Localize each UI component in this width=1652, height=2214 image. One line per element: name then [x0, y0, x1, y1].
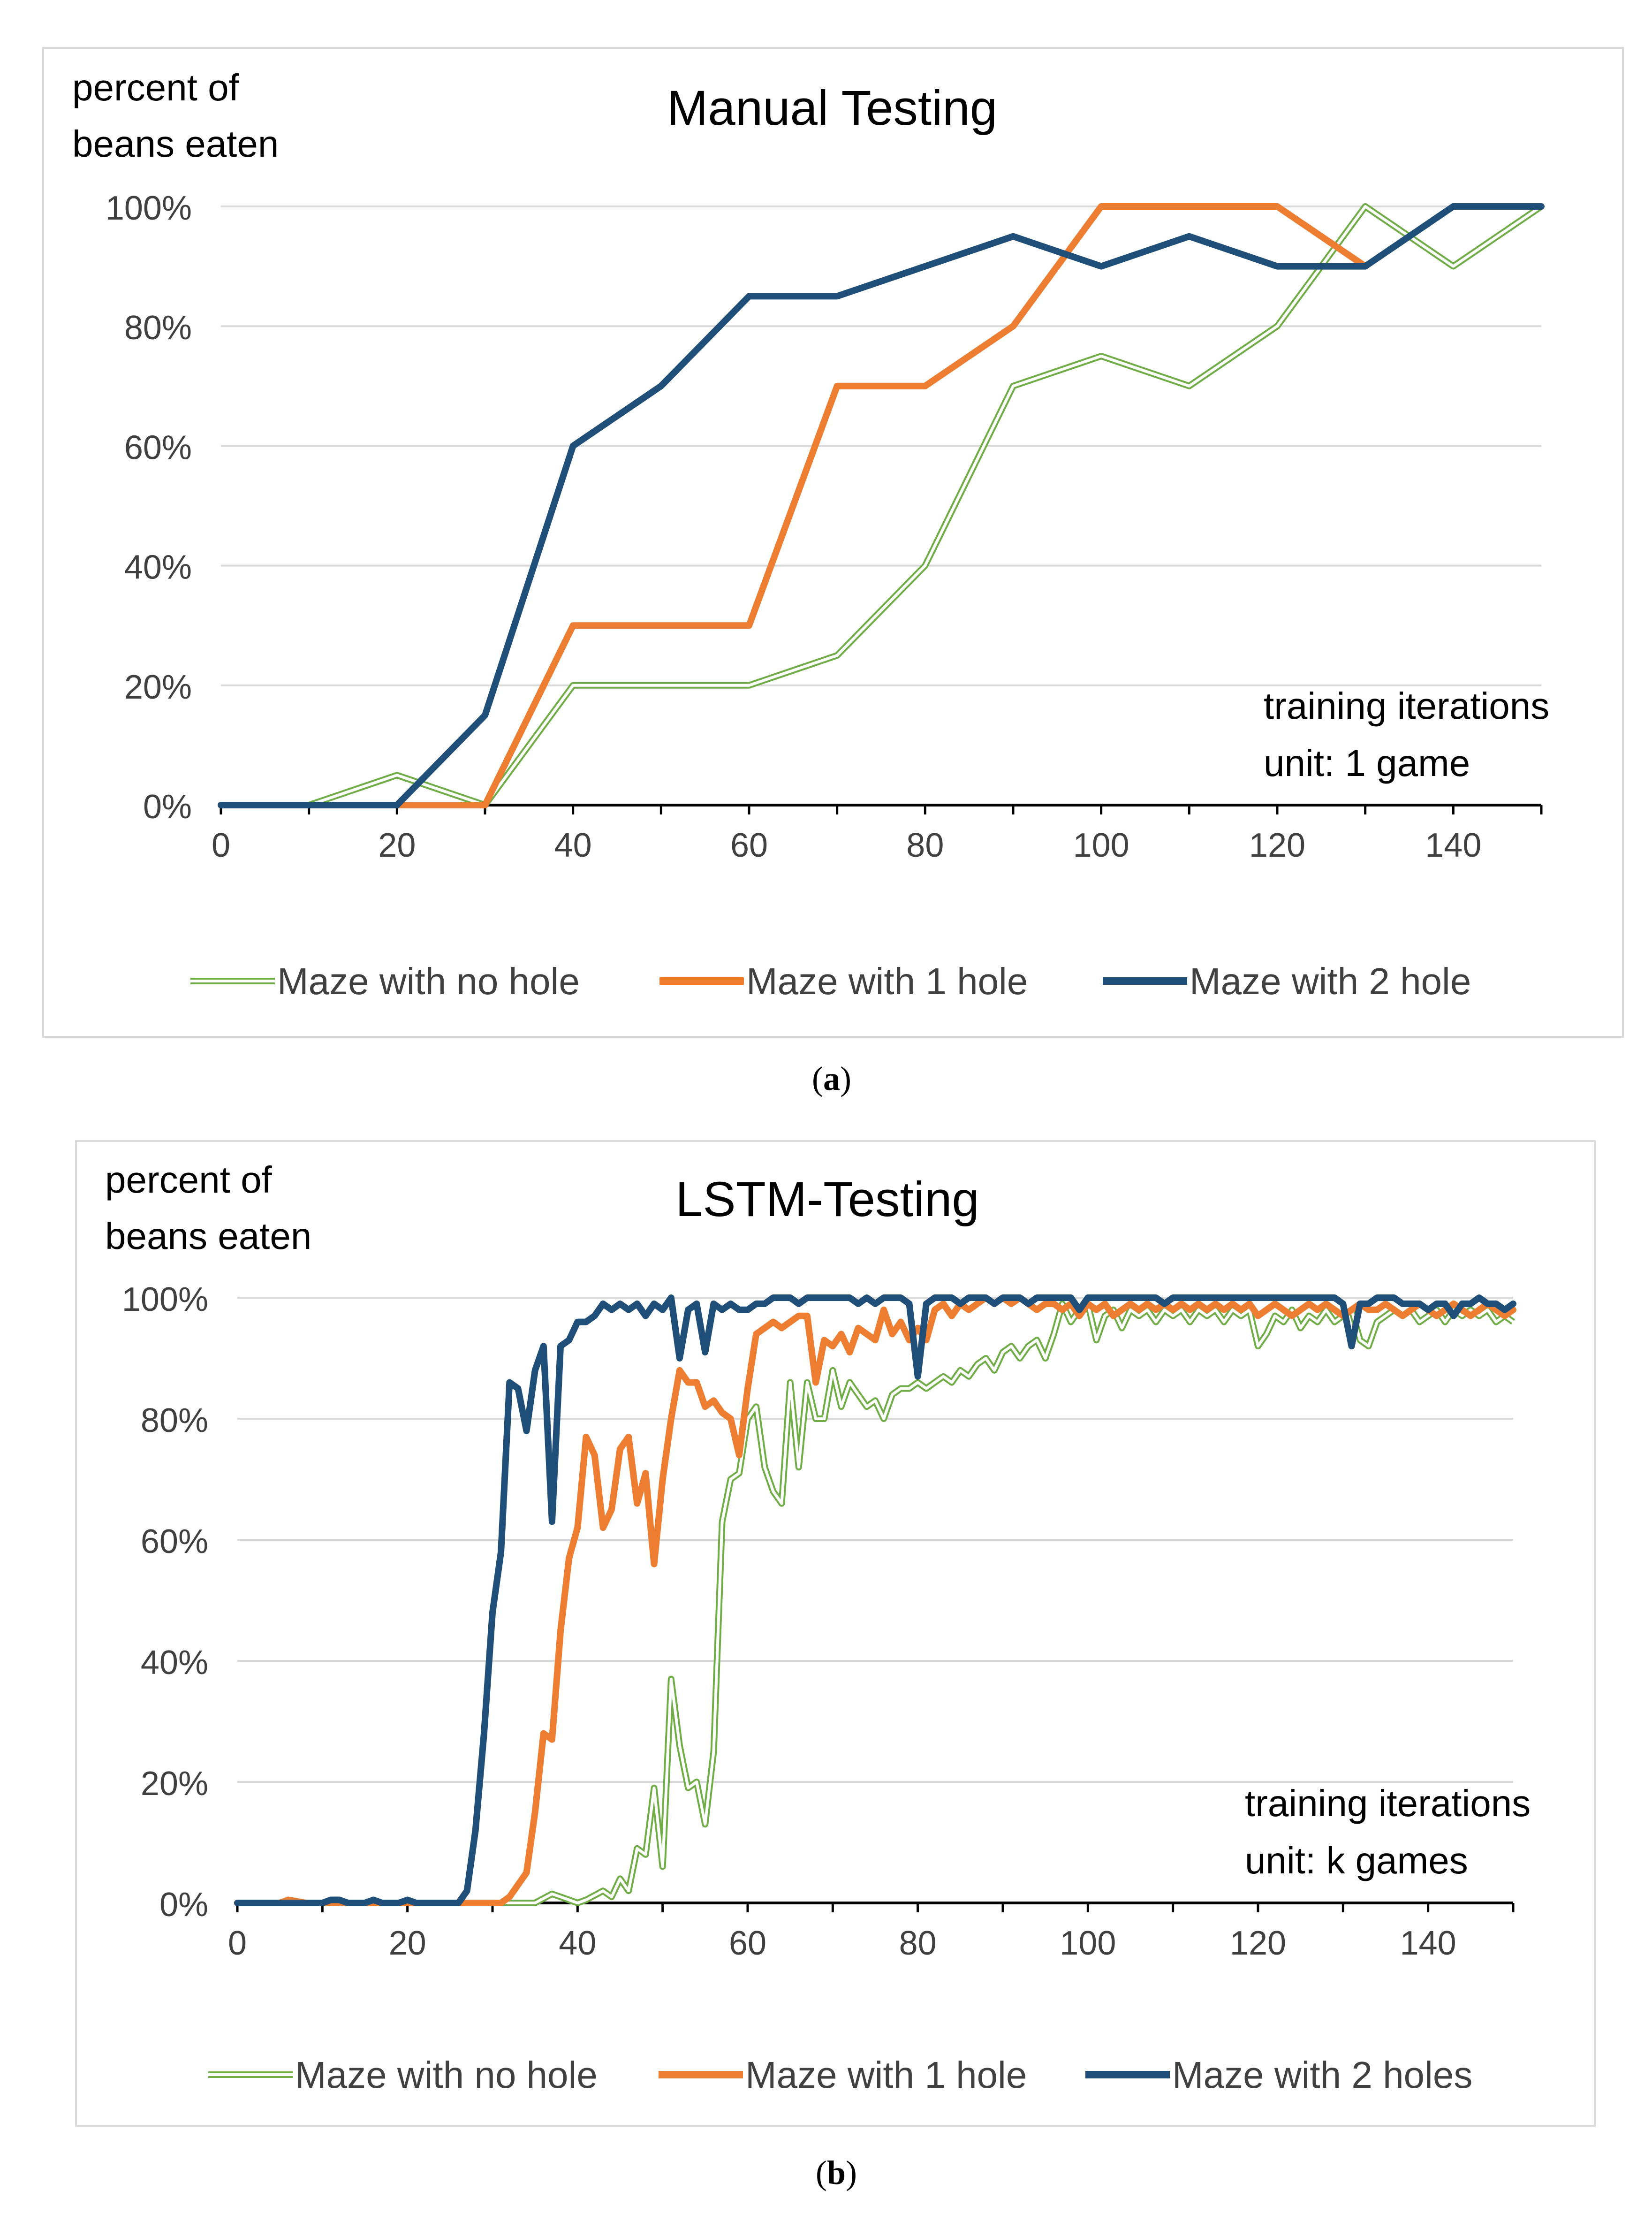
y-tick-label: 20% — [124, 669, 192, 706]
series-two-holes — [234, 1294, 1516, 1906]
x-tick-label: 100 — [1060, 1925, 1116, 1962]
x-tick-label: 80 — [899, 1925, 937, 1962]
y-axis-label: beans eaten — [72, 123, 279, 165]
chart-panel-manual-testing: Manual Testing percent of beans eaten 0% 20%… — [42, 47, 1624, 1038]
chart-lstm-testing: LSTM-Testing percent of beans eaten 0% 20% 40… — [105, 1159, 1531, 2096]
x-tick-label: 40 — [559, 1925, 596, 1962]
series-one-hole — [218, 203, 1369, 808]
y-tick-label: 20% — [141, 1765, 208, 1803]
x-axis-label: unit: 1 game — [1264, 742, 1470, 784]
series-line — [218, 203, 1369, 808]
x-axis-label: training iterations — [1264, 685, 1549, 727]
y-tick-label: 40% — [124, 549, 192, 586]
x-axis-label: training iterations — [1245, 1782, 1531, 1824]
series-line — [234, 1294, 1516, 1906]
x-tick-label: 140 — [1425, 827, 1481, 864]
x-tick-label: 80 — [906, 827, 944, 864]
y-axis-label: percent of — [105, 1159, 273, 1201]
x-tick-label: 140 — [1400, 1925, 1456, 1962]
x-tick-label: 0 — [228, 1925, 247, 1962]
y-tick-label: 0% — [143, 788, 192, 826]
x-tick-label: 60 — [730, 827, 768, 864]
chart-panel-lstm-testing: LSTM-Testing percent of beans eaten 0% 20% 40… — [75, 1140, 1596, 2127]
x-tick-label: 60 — [729, 1925, 766, 1962]
y-tick-label: 0% — [159, 1886, 208, 1924]
legend-label: Maze with 1 hole — [745, 2054, 1027, 2096]
legend-label: Maze with 1 hole — [746, 960, 1028, 1002]
x-tick-label: 120 — [1230, 1925, 1286, 1962]
y-tick-label: 80% — [124, 309, 192, 347]
y-tick-label: 100% — [106, 190, 192, 227]
x-tick-label: 0 — [212, 827, 230, 864]
legend-label: Maze with 2 hole — [1190, 960, 1471, 1002]
chart-title: Manual Testing — [667, 81, 997, 136]
x-tick-label: 20 — [378, 827, 416, 864]
legend-label: Maze with no hole — [277, 960, 580, 1002]
y-axis-label: percent of — [72, 67, 240, 108]
caption-b: (b) — [815, 2154, 857, 2191]
x-tick-label: 100 — [1073, 827, 1129, 864]
legend-label: Maze with 2 holes — [1172, 2054, 1472, 2096]
chart-manual-testing: Manual Testing percent of beans eaten 0% 20%… — [72, 67, 1549, 1002]
y-axis-label: beans eaten — [105, 1215, 311, 1257]
series-two-holes — [218, 203, 1545, 808]
y-tick-label: 100% — [122, 1281, 208, 1318]
series-line — [218, 203, 1545, 808]
y-tick-label: 60% — [141, 1523, 208, 1560]
y-tick-label: 60% — [124, 429, 192, 466]
x-tick-label: 40 — [554, 827, 592, 864]
legend-label: Maze with no hole — [295, 2054, 598, 2096]
caption-a: (a) — [812, 1060, 851, 1097]
x-tick-label: 20 — [389, 1925, 426, 1962]
chart-title: LSTM-Testing — [675, 1172, 979, 1227]
x-tick-label: 120 — [1249, 827, 1305, 864]
y-tick-label: 80% — [141, 1402, 208, 1439]
x-axis-label: unit: k games — [1245, 1840, 1468, 1881]
y-tick-label: 40% — [141, 1644, 208, 1681]
